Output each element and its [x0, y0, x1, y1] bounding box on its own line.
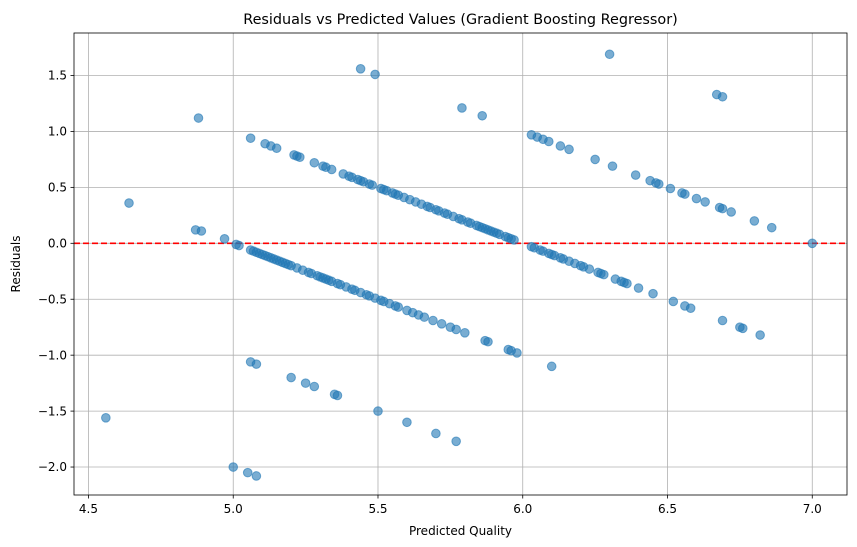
- chart-title: Residuals vs Predicted Values (Gradient …: [243, 12, 678, 28]
- data-point: [251, 471, 262, 481]
- data-point: [228, 462, 239, 472]
- data-point: [124, 198, 134, 208]
- data-point: [599, 269, 609, 280]
- data-point: [584, 264, 595, 274]
- y-tick-label: 1.5: [48, 69, 67, 83]
- data-point: [428, 315, 438, 326]
- data-point: [607, 161, 618, 171]
- x-tick-label: 6.5: [658, 502, 677, 516]
- data-point: [419, 312, 430, 322]
- data-point: [196, 226, 207, 236]
- data-point: [622, 278, 632, 289]
- data-point: [451, 324, 461, 335]
- data-point: [242, 467, 253, 478]
- data-point: [737, 323, 748, 334]
- data-point: [393, 302, 404, 312]
- y-tick-label: 0.0: [48, 237, 67, 251]
- data-point: [367, 180, 377, 190]
- x-axis-title: Predicted Quality: [409, 524, 512, 538]
- data-point: [300, 378, 311, 388]
- data-point: [564, 144, 574, 155]
- data-point: [726, 207, 736, 217]
- data-point: [326, 164, 337, 175]
- data-point: [193, 113, 204, 123]
- data-point: [604, 49, 615, 60]
- x-tick-label: 4.5: [79, 502, 98, 516]
- data-point: [544, 136, 554, 147]
- data-point: [512, 348, 522, 358]
- y-tick-label: −0.5: [38, 292, 67, 306]
- data-point: [436, 319, 447, 329]
- y-axis-ticks: −2.0 −1.5 −1.0 −0.5 0.0 0.5 1.0 1.5: [38, 69, 74, 474]
- data-point: [431, 428, 441, 439]
- data-point: [717, 203, 728, 214]
- data-point: [717, 315, 728, 326]
- data-point: [807, 238, 818, 249]
- data-point: [271, 143, 282, 154]
- x-axis-ticks: 4.5 5.0 5.5 6.0 6.5 7.0: [79, 495, 822, 516]
- data-point: [309, 381, 320, 392]
- data-point: [685, 303, 696, 313]
- data-point: [665, 183, 676, 194]
- x-tick-label: 5.5: [368, 502, 387, 516]
- data-points: [101, 49, 818, 481]
- data-point: [460, 327, 470, 338]
- data-point: [332, 390, 343, 401]
- y-tick-label: −2.0: [38, 460, 67, 474]
- y-axis-title: Residuals: [9, 236, 23, 293]
- data-point: [451, 436, 461, 447]
- data-point: [691, 193, 702, 204]
- data-point: [590, 154, 600, 165]
- data-point: [483, 336, 493, 347]
- data-point: [648, 288, 658, 299]
- data-point: [370, 69, 380, 80]
- y-tick-label: 0.5: [48, 181, 67, 195]
- data-point: [219, 234, 230, 244]
- data-point: [101, 413, 111, 423]
- plot-frame: [73, 32, 848, 496]
- x-tick-label: 6.0: [513, 502, 532, 516]
- data-point: [633, 283, 644, 293]
- data-point: [509, 235, 519, 245]
- data-point: [251, 359, 262, 369]
- x-tick-label: 7.0: [803, 502, 822, 516]
- data-point: [355, 63, 366, 74]
- y-tick-label: −1.5: [38, 404, 67, 418]
- data-point: [234, 240, 244, 251]
- data-point: [457, 103, 467, 113]
- data-point: [546, 361, 557, 372]
- data-point: [402, 417, 412, 428]
- data-point: [555, 141, 566, 151]
- data-point: [295, 152, 305, 162]
- data-point: [309, 157, 320, 168]
- data-point: [286, 372, 296, 383]
- data-point: [700, 197, 710, 207]
- data-point: [766, 222, 777, 233]
- data-point: [680, 189, 690, 199]
- y-tick-label: 1.0: [48, 125, 67, 139]
- data-point: [749, 216, 760, 226]
- data-point: [654, 179, 664, 189]
- data-point: [477, 110, 488, 121]
- data-point: [717, 91, 728, 102]
- data-point: [245, 133, 256, 143]
- data-point: [630, 170, 641, 180]
- data-point: [755, 330, 765, 340]
- y-tick-label: −1.0: [38, 348, 67, 362]
- data-point: [668, 296, 679, 307]
- x-tick-label: 5.0: [224, 502, 243, 516]
- data-point: [373, 406, 383, 416]
